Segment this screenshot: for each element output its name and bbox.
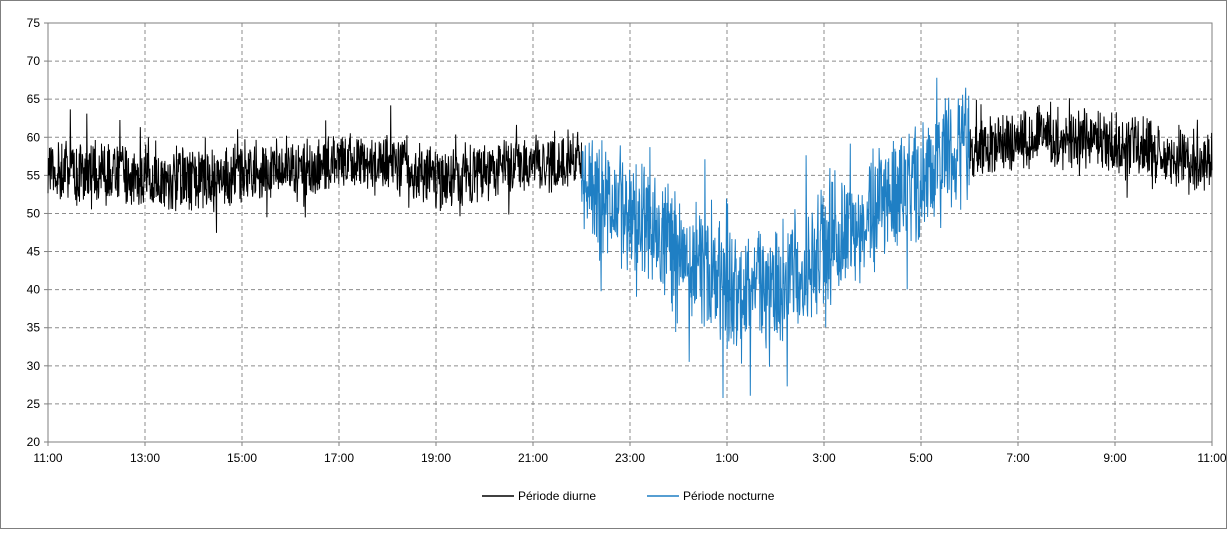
x-tick-label: 11:00 — [1197, 451, 1226, 465]
x-tick-label: 15:00 — [227, 451, 257, 465]
y-tick-label: 50 — [27, 206, 41, 220]
y-axis: 20 25 30 35 40 45 50 55 60 65 70 75 — [27, 16, 48, 449]
series-line-diurne — [969, 98, 1213, 198]
x-tick-label: 3:00 — [812, 451, 836, 465]
x-tick-label: 7:00 — [1006, 451, 1030, 465]
x-tick-label: 1:00 — [715, 451, 739, 465]
y-tick-label: 35 — [27, 321, 41, 335]
legend-label: Période nocturne — [683, 489, 775, 503]
x-tick-label: 17:00 — [324, 451, 354, 465]
x-tick-label: 23:00 — [615, 451, 645, 465]
series-line-nocturne — [581, 77, 970, 399]
series-layer — [47, 77, 1213, 399]
y-tick-label: 70 — [27, 54, 41, 68]
y-tick-label: 20 — [27, 435, 41, 449]
y-tick-label: 75 — [27, 16, 41, 30]
legend: Période diurne Période nocturne — [482, 489, 775, 503]
y-tick-label: 60 — [27, 130, 41, 144]
x-tick-label: 19:00 — [421, 451, 451, 465]
x-tick-label: 13:00 — [130, 451, 160, 465]
x-tick-label: 5:00 — [909, 451, 933, 465]
x-axis: 11:00 13:00 15:00 17:00 19:00 21:00 23:00 1:00 3… — [33, 442, 1227, 465]
y-tick-label: 45 — [27, 245, 41, 259]
x-tick-label: 21:00 — [518, 451, 548, 465]
y-tick-label: 25 — [27, 397, 41, 411]
y-tick-label: 55 — [27, 168, 41, 182]
y-tick-label: 30 — [27, 359, 41, 373]
x-tick-label: 11:00 — [33, 451, 62, 465]
y-tick-label: 40 — [27, 283, 41, 297]
series-line-diurne — [47, 105, 582, 233]
y-tick-label: 65 — [27, 92, 41, 106]
legend-label: Période diurne — [518, 489, 596, 503]
x-tick-label: 9:00 — [1103, 451, 1127, 465]
